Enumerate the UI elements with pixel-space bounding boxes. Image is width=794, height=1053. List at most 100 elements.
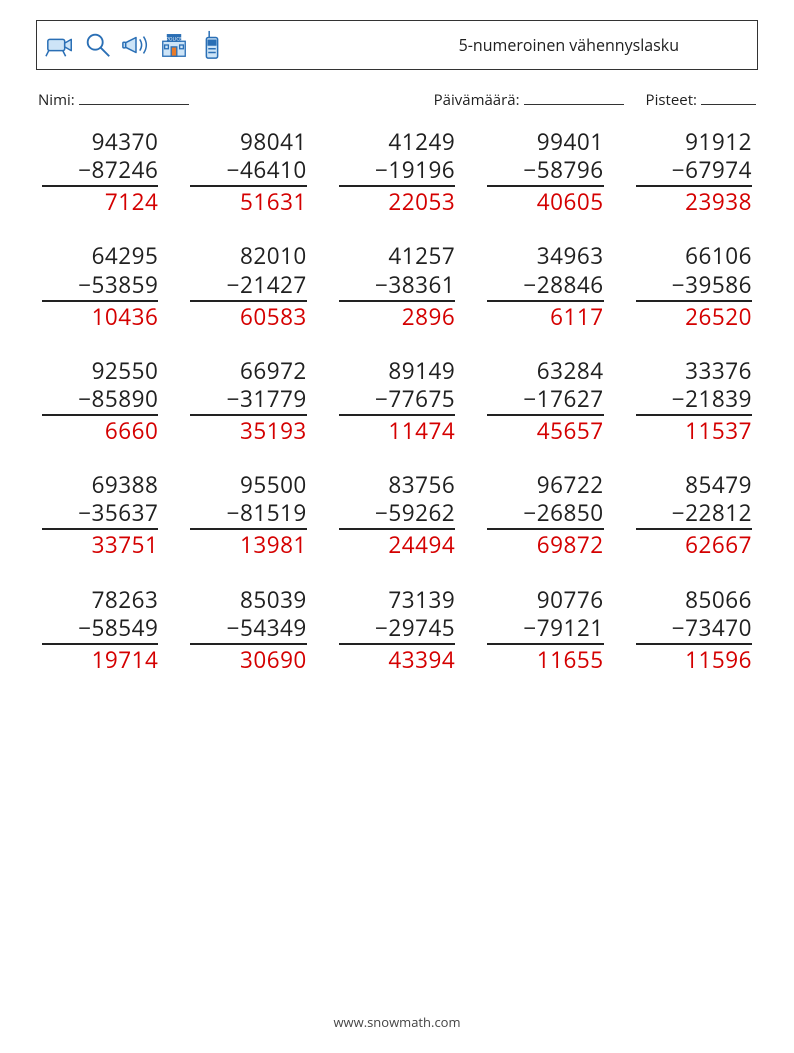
minuend: 90776 [487, 586, 603, 614]
subtrahend: −28846 [487, 271, 603, 302]
minuend: 66972 [190, 357, 306, 385]
worksheet-title: 5-numeroinen vähennyslasku [459, 34, 749, 56]
subtrahend: −73470 [636, 614, 752, 645]
minuend: 91912 [636, 128, 752, 156]
subtrahend: −79121 [487, 614, 603, 645]
minuend: 96722 [487, 471, 603, 499]
problem-cell: 99401−5879640605 [487, 128, 603, 216]
minuend: 83756 [339, 471, 455, 499]
minuend: 33376 [636, 357, 752, 385]
subtrahend: −29745 [339, 614, 455, 645]
info-row: Nimi: Päivämäärä: Pisteet: [38, 90, 756, 110]
problem-cell: 78263−5854919714 [42, 586, 158, 674]
subtrahend: −31779 [190, 385, 306, 416]
svg-text:POLICE: POLICE [166, 36, 182, 42]
answer: 6660 [42, 416, 158, 445]
subtrahend: −77675 [339, 385, 455, 416]
answer: 11596 [636, 645, 752, 674]
subtrahend: −58549 [42, 614, 158, 645]
problem-cell: 85479−2281262667 [636, 471, 752, 559]
minuend: 78263 [42, 586, 158, 614]
answer: 51631 [190, 187, 306, 216]
subtrahend: −39586 [636, 271, 752, 302]
score-field: Pisteet: [646, 90, 756, 110]
date-blank[interactable] [524, 90, 624, 105]
subtrahend: −21839 [636, 385, 752, 416]
minuend: 95500 [190, 471, 306, 499]
name-field: Nimi: [38, 90, 189, 110]
problem-cell: 94370−872467124 [42, 128, 158, 216]
answer: 40605 [487, 187, 603, 216]
subtrahend: −38361 [339, 271, 455, 302]
answer: 11474 [339, 416, 455, 445]
minuend: 85066 [636, 586, 752, 614]
footer-url: www.snowmath.com [0, 1013, 794, 1031]
minuend: 34963 [487, 242, 603, 270]
date-label: Päivämäärä: [434, 90, 520, 110]
score-blank[interactable] [701, 90, 756, 105]
minuend: 64295 [42, 242, 158, 270]
problem-cell: 41257−383612896 [339, 242, 455, 330]
subtrahend: −17627 [487, 385, 603, 416]
police-station-icon: POLICE [159, 30, 189, 60]
minuend: 92550 [42, 357, 158, 385]
subtrahend: −21427 [190, 271, 306, 302]
minuend: 85479 [636, 471, 752, 499]
minuend: 69388 [42, 471, 158, 499]
minuend: 66106 [636, 242, 752, 270]
problem-cell: 90776−7912111655 [487, 586, 603, 674]
problem-cell: 69388−3563733751 [42, 471, 158, 559]
subtrahend: −58796 [487, 156, 603, 187]
subtrahend: −54349 [190, 614, 306, 645]
minuend: 63284 [487, 357, 603, 385]
problem-cell: 89149−7767511474 [339, 357, 455, 445]
subtrahend: −35637 [42, 499, 158, 530]
subtrahend: −46410 [190, 156, 306, 187]
problem-cell: 34963−288466117 [487, 242, 603, 330]
minuend: 94370 [42, 128, 158, 156]
minuend: 99401 [487, 128, 603, 156]
date-field: Päivämäärä: [434, 90, 624, 110]
minuend: 73139 [339, 586, 455, 614]
answer: 62667 [636, 530, 752, 559]
minuend: 85039 [190, 586, 306, 614]
problem-cell: 95500−8151913981 [190, 471, 306, 559]
problem-cell: 82010−2142760583 [190, 242, 306, 330]
magnifier-icon [83, 30, 113, 60]
minuend: 89149 [339, 357, 455, 385]
problem-cell: 98041−4641051631 [190, 128, 306, 216]
answer: 24494 [339, 530, 455, 559]
subtrahend: −85890 [42, 385, 158, 416]
problem-cell: 96722−2685069872 [487, 471, 603, 559]
problem-cell: 66972−3177935193 [190, 357, 306, 445]
subtrahend: −81519 [190, 499, 306, 530]
minuend: 41257 [339, 242, 455, 270]
problem-cell: 66106−3958626520 [636, 242, 752, 330]
worksheet-header: POLICE 5-numeroinen vähennyslasku [36, 20, 758, 70]
answer: 2896 [339, 302, 455, 331]
problem-cell: 63284−1762745657 [487, 357, 603, 445]
name-blank[interactable] [79, 90, 189, 105]
camera-icon [45, 30, 75, 60]
subtrahend: −67974 [636, 156, 752, 187]
answer: 10436 [42, 302, 158, 331]
answer: 19714 [42, 645, 158, 674]
problem-cell: 41249−1919622053 [339, 128, 455, 216]
subtrahend: −87246 [42, 156, 158, 187]
answer: 43394 [339, 645, 455, 674]
answer: 13981 [190, 530, 306, 559]
answer: 23938 [636, 187, 752, 216]
name-label: Nimi: [38, 90, 75, 110]
answer: 60583 [190, 302, 306, 331]
subtrahend: −26850 [487, 499, 603, 530]
header-icons: POLICE [45, 30, 227, 60]
minuend: 82010 [190, 242, 306, 270]
problem-cell: 85039−5434930690 [190, 586, 306, 674]
answer: 35193 [190, 416, 306, 445]
subtrahend: −59262 [339, 499, 455, 530]
answer: 6117 [487, 302, 603, 331]
problem-cell: 73139−2974543394 [339, 586, 455, 674]
problem-cell: 91912−6797423938 [636, 128, 752, 216]
answer: 11655 [487, 645, 603, 674]
answer: 45657 [487, 416, 603, 445]
